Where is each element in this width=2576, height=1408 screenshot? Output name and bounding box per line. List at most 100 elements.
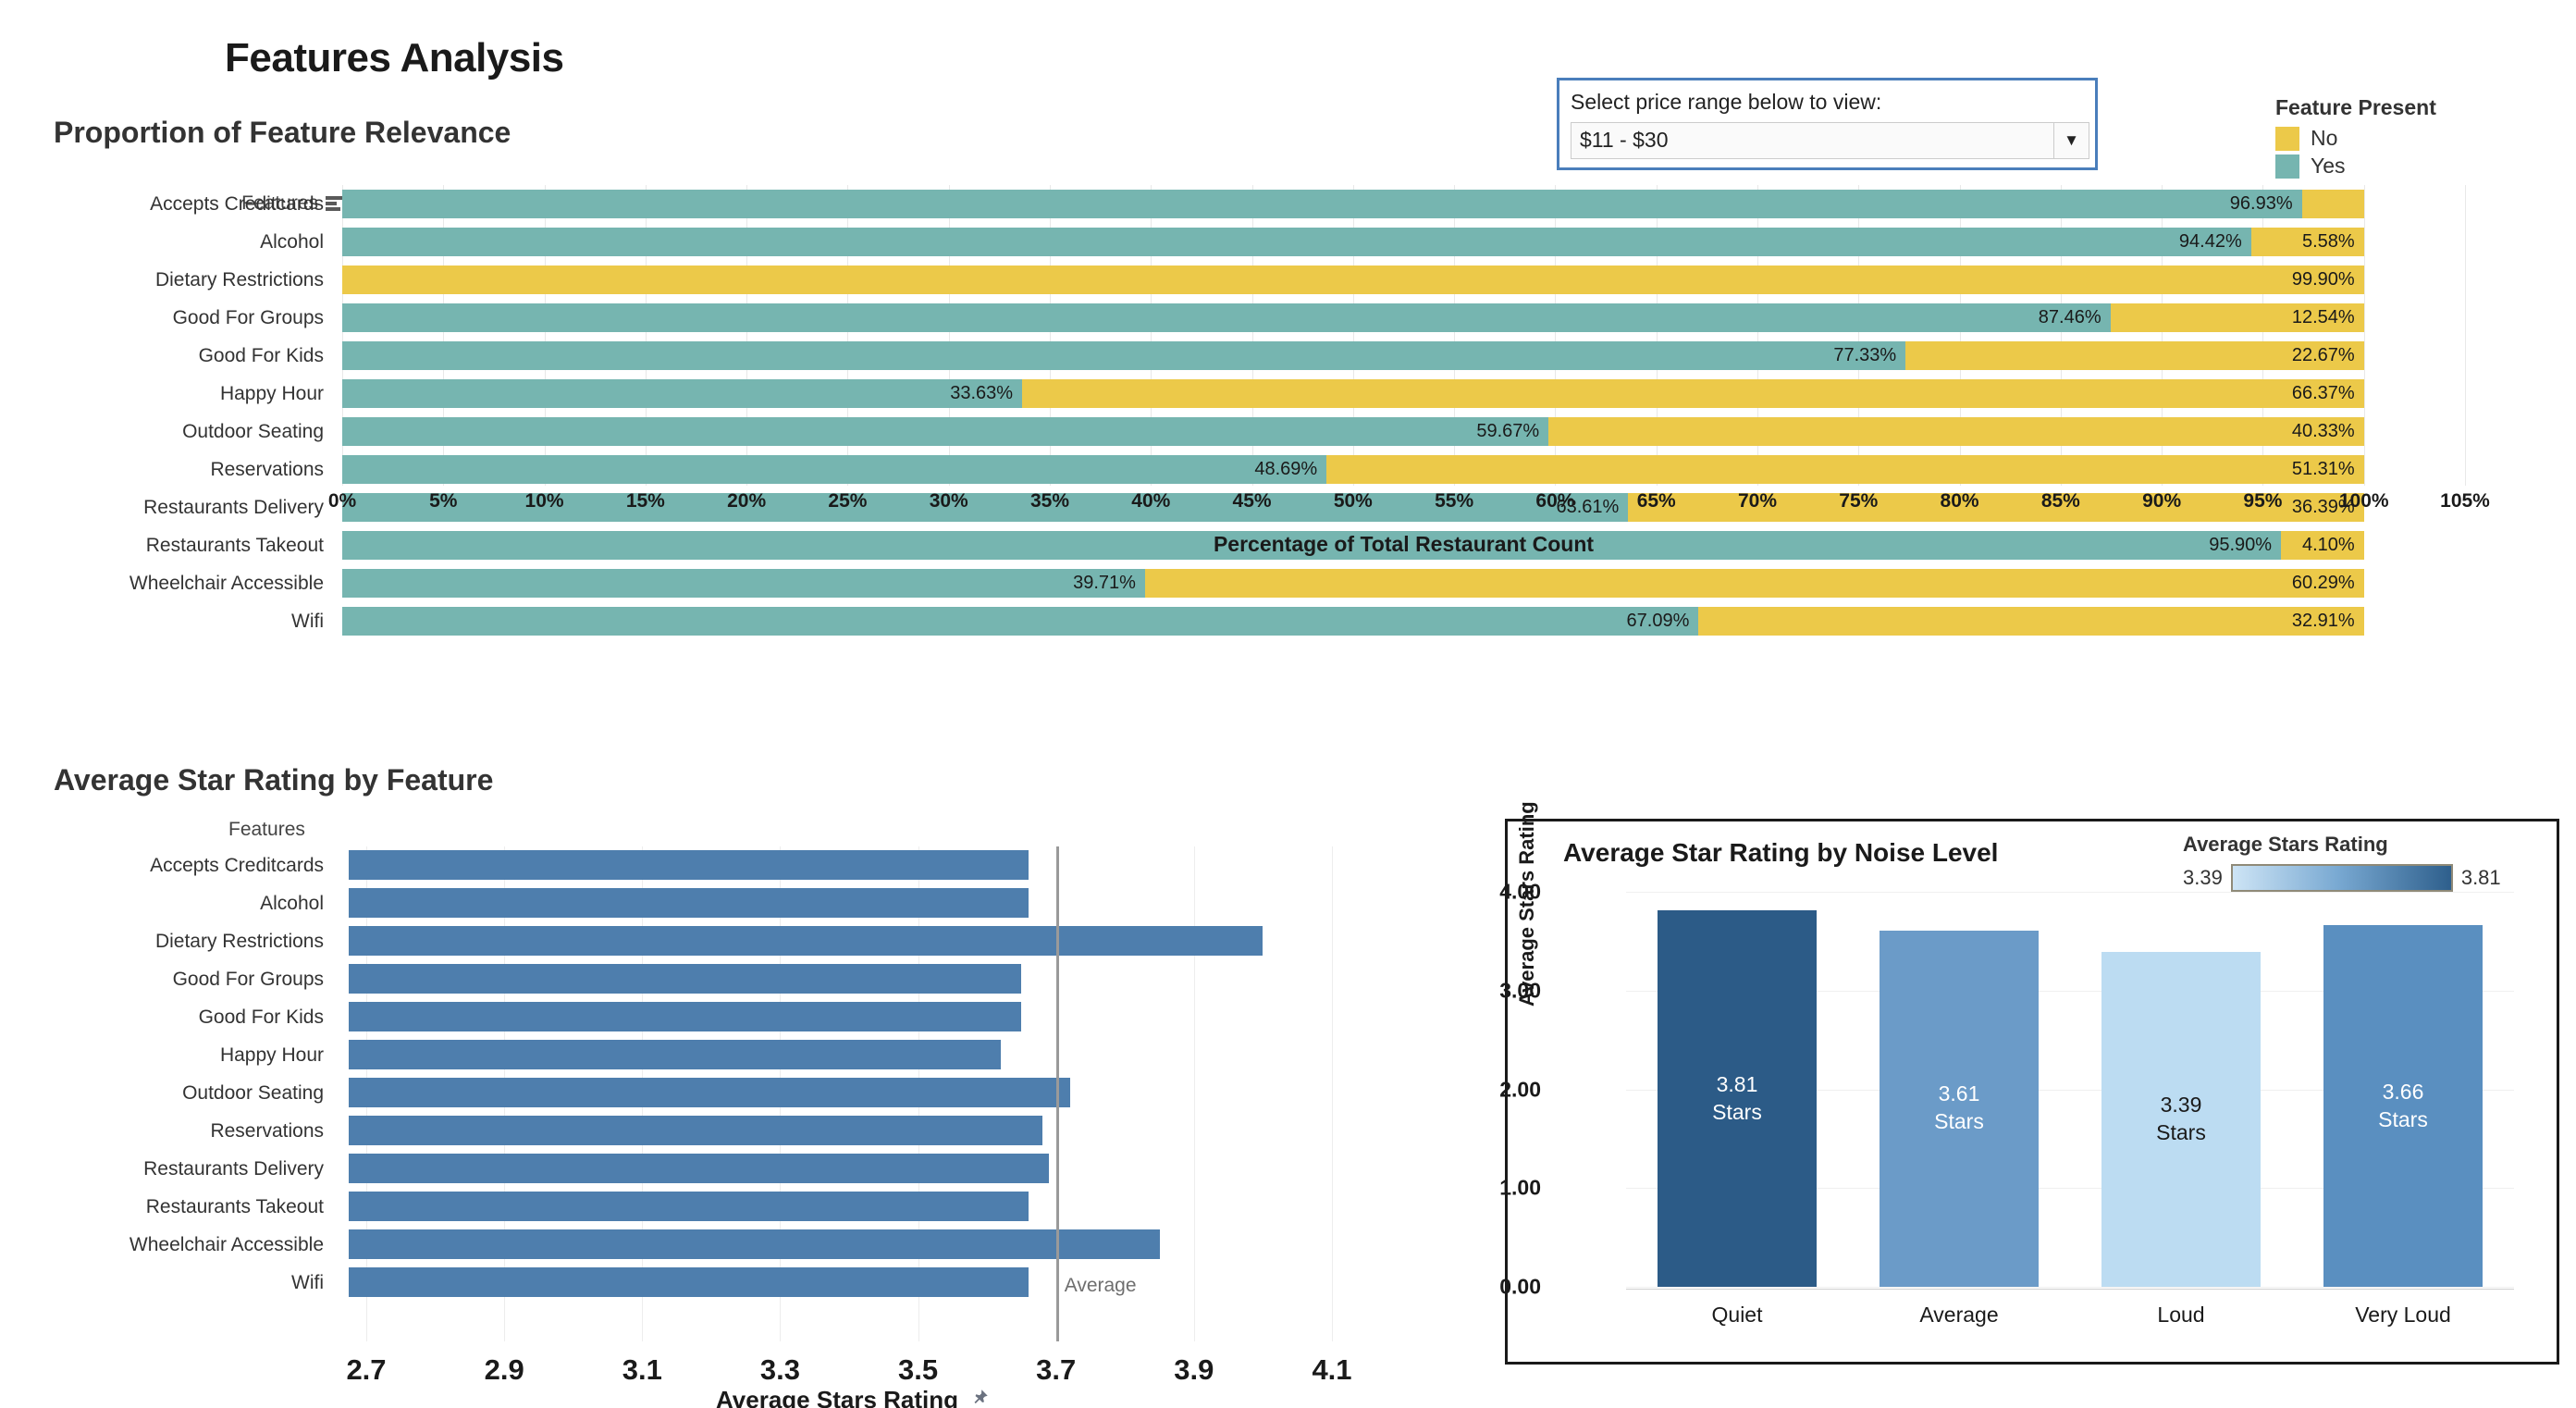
- noise-chart-title: Average Star Rating by Noise Level: [1563, 838, 1999, 867]
- proportion-row-track: 96.93%: [342, 190, 2465, 218]
- proportion-value-label-yes: 94.42%: [2178, 231, 2242, 252]
- rating-bar[interactable]: [349, 888, 1029, 918]
- rating-bar[interactable]: [349, 1154, 1050, 1183]
- proportion-segment-no[interactable]: [2301, 190, 2364, 218]
- rating-bar[interactable]: [349, 1267, 1029, 1297]
- proportion-value-label-no: 22.67%: [2291, 345, 2355, 365]
- proportion-segment-no[interactable]: [1144, 569, 2364, 598]
- proportion-row[interactable]: Accepts Creditcards 96.93%: [0, 185, 2576, 223]
- proportion-segment-no[interactable]: [2281, 531, 2364, 560]
- proportion-segment-yes[interactable]: [342, 341, 1906, 370]
- proportion-x-tick: 40%: [1131, 490, 1171, 512]
- gridline: [2262, 185, 2264, 486]
- proportion-row-label: Happy Hour: [219, 382, 324, 404]
- noise-x-tick: Loud: [2157, 1303, 2205, 1327]
- proportion-segment-yes[interactable]: [342, 228, 2251, 256]
- rating-bar[interactable]: [349, 1040, 1002, 1069]
- noise-x-tick: Very Loud: [2355, 1303, 2451, 1327]
- rating-bar[interactable]: [349, 964, 1022, 994]
- proportion-segment-no[interactable]: [1698, 607, 2364, 636]
- noise-gridline: [1626, 1089, 2514, 1091]
- proportion-row[interactable]: Wifi 67.09% 32.91%: [0, 602, 2576, 640]
- proportion-x-tick: 0%: [327, 490, 357, 512]
- rating-bar[interactable]: [349, 1116, 1042, 1145]
- proportion-row-track: 39.71% 60.29%: [342, 569, 2465, 598]
- proportion-segment-no[interactable]: [2250, 228, 2364, 256]
- noise-y-tick: 3.00: [1499, 978, 1541, 1003]
- rating-bar[interactable]: [349, 926, 1263, 956]
- rating-bar[interactable]: [349, 1002, 1022, 1031]
- proportion-segment-no[interactable]: [342, 266, 2364, 294]
- rating-row[interactable]: Dietary Restrictions: [0, 922, 1443, 960]
- noise-legend-gradient: [2230, 864, 2453, 892]
- rating-bar[interactable]: [349, 1192, 1029, 1221]
- price-range-filter-card[interactable]: Select price range below to view: $11 - …: [1557, 78, 2098, 170]
- chevron-down-icon[interactable]: ▼: [2053, 122, 2089, 158]
- rating-x-tick: 3.9: [1174, 1353, 1214, 1386]
- proportion-segment-yes[interactable]: [342, 493, 1629, 522]
- legend-item-yes[interactable]: Yes: [2275, 154, 2436, 179]
- rating-row[interactable]: Wifi: [0, 1264, 1443, 1302]
- rating-row-label: Happy Hour: [219, 1044, 324, 1066]
- proportion-row[interactable]: Good For Groups 87.46% 12.54%: [0, 299, 2576, 337]
- noise-bar[interactable]: 3.39 Stars: [2101, 952, 2261, 1287]
- proportion-segment-no[interactable]: [1548, 417, 2364, 446]
- rating-row[interactable]: Good For Groups: [0, 960, 1443, 998]
- proportion-row-label: Wheelchair Accessible: [129, 572, 324, 594]
- proportion-row[interactable]: Alcohol 94.42% 5.58%: [0, 223, 2576, 261]
- proportion-row-header[interactable]: Features: [241, 192, 342, 215]
- proportion-segment-yes[interactable]: [342, 190, 2302, 218]
- noise-x-axis: Quiet Average Loud Very Loud: [1626, 1303, 2514, 1340]
- proportion-row-label: Wifi: [291, 610, 324, 632]
- noise-bar[interactable]: 3.61 Stars: [1880, 930, 2039, 1287]
- proportion-segment-yes[interactable]: [342, 607, 1699, 636]
- proportion-segment-yes[interactable]: [342, 569, 1145, 598]
- rating-bar[interactable]: [349, 850, 1029, 880]
- price-range-filter-label: Select price range below to view:: [1571, 90, 1882, 114]
- proportion-segment-no[interactable]: [1905, 341, 2364, 370]
- proportion-value-label-no: 60.29%: [2291, 573, 2355, 593]
- proportion-segment-yes[interactable]: [342, 417, 1549, 446]
- rating-bar[interactable]: [349, 1078, 1070, 1107]
- rating-row[interactable]: Restaurants Takeout: [0, 1188, 1443, 1226]
- proportion-segment-no[interactable]: [1022, 379, 2364, 408]
- rating-row[interactable]: Wheelchair Accessible: [0, 1226, 1443, 1264]
- proportion-row[interactable]: Happy Hour 33.63% 66.37%: [0, 375, 2576, 413]
- rating-row[interactable]: Restaurants Delivery: [0, 1150, 1443, 1188]
- price-range-select[interactable]: $11 - $30 ▼: [1571, 121, 2089, 159]
- proportion-row[interactable]: Outdoor Seating 59.67% 40.33%: [0, 413, 2576, 451]
- proportion-row[interactable]: Dietary Restrictions 99.90%: [0, 261, 2576, 299]
- proportion-row[interactable]: Restaurants Delivery 63.61% 36.39%: [0, 488, 2576, 526]
- noise-bar[interactable]: 3.66 Stars: [2323, 925, 2483, 1287]
- rating-bar[interactable]: [349, 1229, 1160, 1259]
- proportion-segment-yes[interactable]: [342, 455, 1327, 484]
- proportion-segment-no[interactable]: [2110, 303, 2364, 332]
- proportion-segment-yes[interactable]: [342, 379, 1023, 408]
- legend-item-no[interactable]: No: [2275, 126, 2436, 151]
- proportion-segment-yes[interactable]: [342, 531, 2282, 560]
- noise-axis-line: [1626, 1289, 2514, 1290]
- proportion-segment-no[interactable]: [1628, 493, 2364, 522]
- rating-row[interactable]: Reservations: [0, 1112, 1443, 1150]
- proportion-row[interactable]: Good For Kids 77.33% 22.67%: [0, 337, 2576, 375]
- proportion-row[interactable]: Wheelchair Accessible 39.71% 60.29%: [0, 564, 2576, 602]
- proportion-chart: Features Accepts Creditcards 96.93% Alcoho…: [0, 185, 2576, 666]
- proportion-row[interactable]: Reservations 48.69% 51.31%: [0, 451, 2576, 488]
- rating-row[interactable]: Happy Hour: [0, 1036, 1443, 1074]
- proportion-segment-yes[interactable]: [342, 303, 2111, 332]
- gridline: [1555, 185, 1557, 486]
- rating-x-tick: 2.7: [346, 1353, 387, 1386]
- proportion-segment-no[interactable]: [1326, 455, 2364, 484]
- noise-bar[interactable]: 3.81 Stars: [1658, 910, 1817, 1287]
- noise-x-tick: Quiet: [1711, 1303, 1763, 1327]
- noise-gridline: [1626, 1287, 2514, 1288]
- proportion-row[interactable]: Restaurants Takeout 95.90% 4.10%: [0, 526, 2576, 564]
- rating-row[interactable]: Alcohol: [0, 884, 1443, 922]
- rating-row[interactable]: Outdoor Seating: [0, 1074, 1443, 1112]
- sort-descending-icon[interactable]: [326, 196, 342, 211]
- rating-row[interactable]: Accepts Creditcards: [0, 846, 1443, 884]
- noise-legend-title: Average Stars Rating: [2183, 833, 2388, 856]
- rating-row[interactable]: Good For Kids: [0, 998, 1443, 1036]
- proportion-row-track: 67.09% 32.91%: [342, 607, 2465, 636]
- gridline: [645, 185, 647, 486]
